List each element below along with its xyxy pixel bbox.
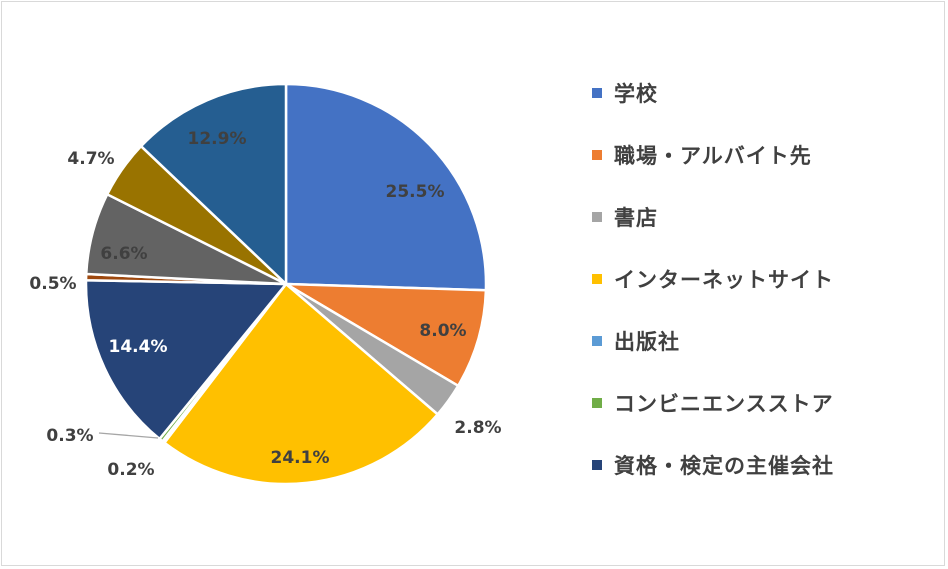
legend-label: 書店 bbox=[614, 206, 658, 230]
data-label: 25.5% bbox=[386, 182, 445, 202]
legend-marker-icon bbox=[592, 460, 602, 470]
data-label: 24.1% bbox=[271, 448, 330, 468]
legend-item-certification-organizer: 資格・検定の主催会社 bbox=[592, 434, 834, 496]
data-label: 0.5% bbox=[29, 274, 76, 294]
pie-slice bbox=[84, 278, 288, 441]
chart-legend: 学校 職場・アルバイト先 書店 インターネットサイト 出版社 コンビニエンススト… bbox=[592, 62, 834, 496]
legend-label: 出版社 bbox=[614, 330, 680, 354]
legend-item-workplace: 職場・アルバイト先 bbox=[592, 124, 834, 186]
pie-slice bbox=[284, 82, 488, 292]
legend-marker-icon bbox=[592, 274, 602, 284]
leader-line bbox=[98, 432, 159, 439]
legend-marker-icon bbox=[592, 336, 602, 346]
legend-item-publisher: 出版社 bbox=[592, 310, 834, 372]
data-label: 12.9% bbox=[188, 129, 247, 149]
legend-marker-icon bbox=[592, 88, 602, 98]
legend-item-bookstore: 書店 bbox=[592, 186, 834, 248]
data-label: 6.6% bbox=[100, 244, 147, 264]
data-label: 2.8% bbox=[454, 418, 501, 438]
legend-label: コンビニエンスストア bbox=[614, 392, 834, 416]
pie-slice bbox=[284, 282, 488, 388]
data-label: 8.0% bbox=[419, 321, 466, 341]
data-label: 0.2% bbox=[107, 460, 154, 480]
legend-item-convenience-store: コンビニエンスストア bbox=[592, 372, 834, 434]
legend-label: 学校 bbox=[614, 82, 658, 106]
data-label: 0.3% bbox=[46, 426, 93, 446]
pie-slice bbox=[163, 282, 439, 486]
pie-slice bbox=[139, 82, 288, 286]
legend-marker-icon bbox=[592, 398, 602, 408]
legend-label: 資格・検定の主催会社 bbox=[614, 454, 834, 478]
legend-marker-icon bbox=[592, 212, 602, 222]
legend-item-internet-site: インターネットサイト bbox=[592, 248, 834, 310]
legend-label: 職場・アルバイト先 bbox=[614, 144, 812, 168]
data-label: 14.4% bbox=[109, 337, 168, 357]
legend-item-school: 学校 bbox=[592, 62, 834, 124]
legend-marker-icon bbox=[592, 150, 602, 160]
data-label: 4.7% bbox=[67, 149, 114, 169]
legend-label: インターネットサイト bbox=[614, 268, 834, 292]
